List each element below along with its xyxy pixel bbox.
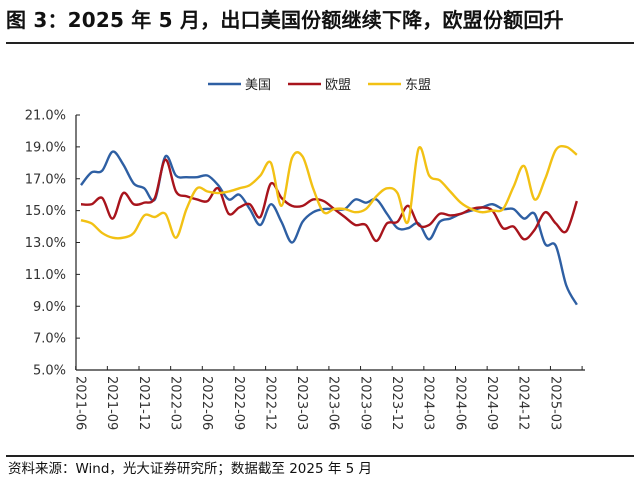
y-tick-label: 5.0% (33, 364, 66, 379)
x-tick-label: 2022-09 (231, 376, 246, 430)
title-divider (6, 42, 634, 44)
y-tick-label: 21.0% (25, 109, 66, 124)
legend-label: 东盟 (405, 78, 431, 93)
x-tick-label: 2023-09 (357, 376, 372, 430)
y-tick-label: 17.0% (25, 172, 66, 187)
y-axis: 5.0% 7.0% 9.0% 11.0% 13.0% 15.0% 17.0% 19.0% 21.… (25, 109, 80, 379)
x-tick-label: 2024-06 (452, 376, 467, 430)
x-tick-label: 2022-12 (262, 376, 277, 430)
series-lines (80, 144, 578, 306)
source-note: 资料来源：Wind，光大证券研究所；数据截至 2025 年 5 月 (8, 461, 373, 477)
y-tick-label: 15.0% (25, 204, 66, 219)
x-tick-label: 2023-03 (294, 376, 309, 430)
x-tick-label: 2024-12 (516, 376, 531, 430)
series-line-1 (80, 150, 578, 306)
y-tick-label: 9.0% (33, 300, 66, 315)
y-tick-label: 7.0% (33, 332, 66, 347)
legend-label: 欧盟 (325, 78, 351, 93)
figure-title: 图 3：2025 年 5 月，出口美国份额继续下降，欧盟份额回升 (6, 8, 564, 32)
x-tick-label: 2023-06 (326, 376, 341, 430)
x-tick-label: 2025-03 (547, 376, 562, 430)
y-tick-label: 19.0% (25, 140, 66, 155)
x-tick-label: 2024-03 (421, 376, 436, 430)
source-divider (6, 455, 634, 457)
x-tick-label: 2021-06 (73, 376, 88, 430)
x-tick-label: 2021-12 (136, 376, 151, 430)
y-tick-label: 11.0% (25, 268, 66, 283)
legend-label: 美国 (245, 78, 271, 93)
series-line-3 (80, 144, 578, 240)
x-tick-label: 2021-09 (104, 376, 119, 430)
x-tick-label: 2022-03 (167, 376, 182, 430)
x-tick-label: 2024-09 (484, 376, 499, 430)
x-tick-label: 2022-06 (199, 376, 214, 430)
y-tick-label: 13.0% (25, 236, 66, 251)
x-tick-label: 2023-12 (389, 376, 404, 430)
x-axis: 2021-06 2021-09 2021-12 2022-03 2022-06 2022-… (73, 366, 585, 430)
legend: 美国 欧盟 东盟 (208, 78, 431, 93)
